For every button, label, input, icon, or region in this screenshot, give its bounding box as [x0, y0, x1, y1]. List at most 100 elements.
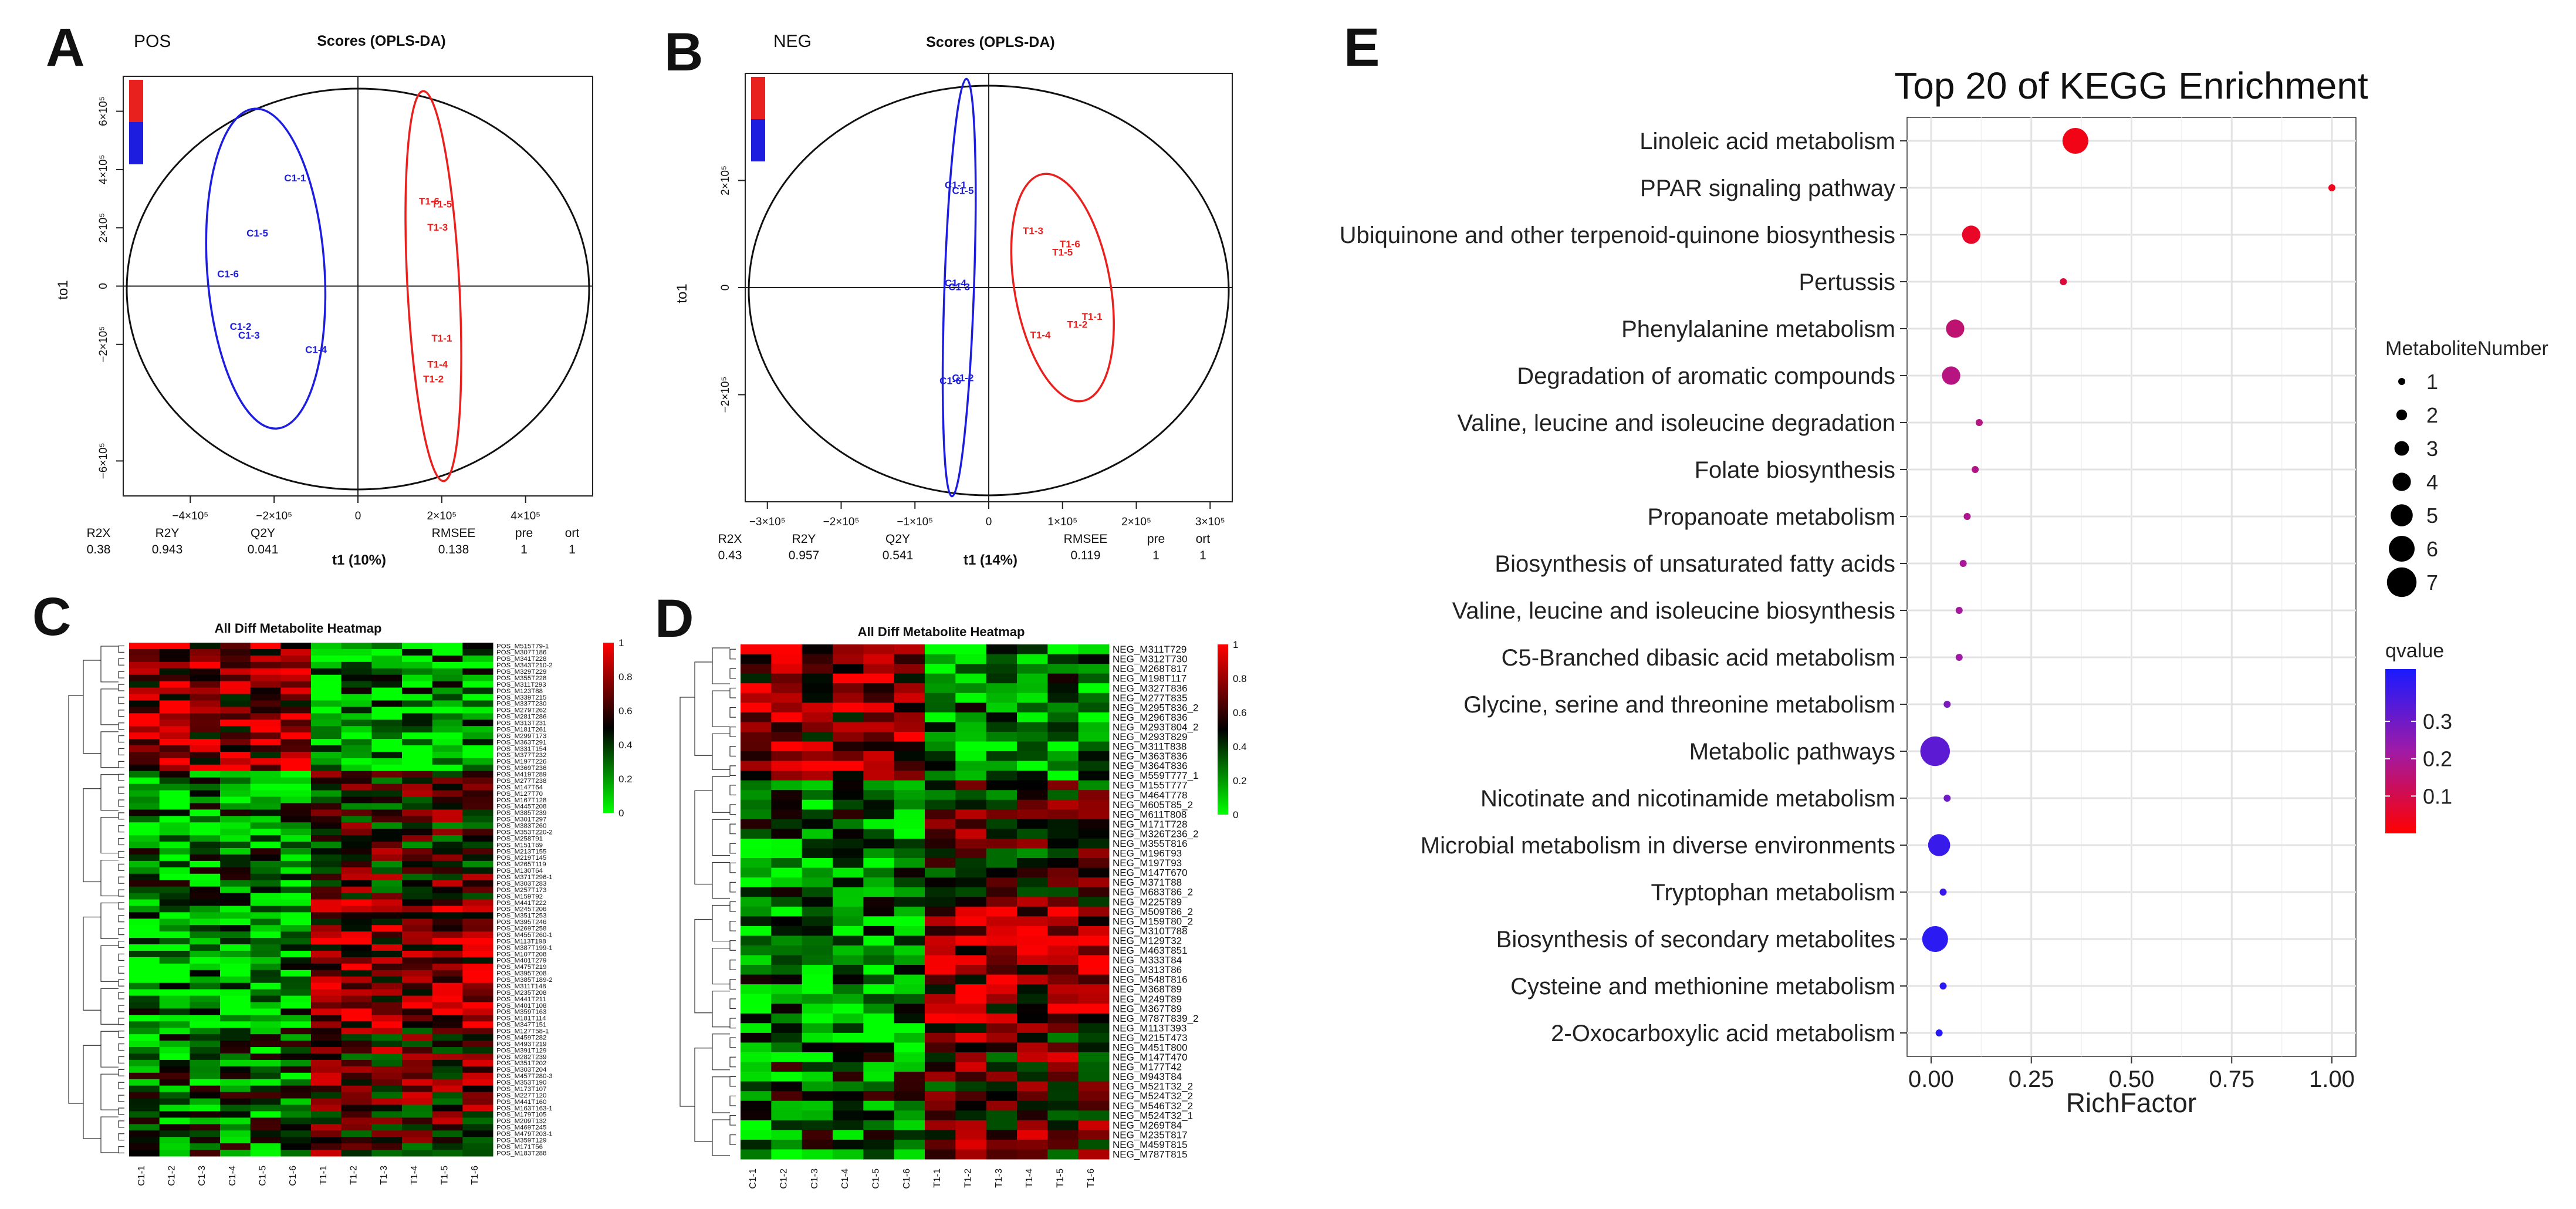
c-cell [220, 1034, 251, 1041]
c-cell [220, 803, 251, 810]
c-dendro-leaf [118, 786, 124, 794]
a-point-t1-5: T1-5 [431, 198, 452, 210]
d-dendro-leaf [729, 940, 736, 951]
d-cell [955, 712, 987, 722]
d-cell [1017, 916, 1048, 927]
c-cell [159, 912, 190, 919]
c-cell [220, 860, 251, 868]
d-cell [955, 809, 987, 820]
d-dendro-branch [712, 1119, 730, 1156]
c-cell [311, 732, 342, 739]
d-cell [863, 838, 895, 849]
d-row-label: NEG_M364T836 [1113, 761, 1188, 772]
d-cell [863, 771, 895, 781]
c-row-label: POS_M441T160 [496, 1099, 546, 1106]
c-row-label: POS_M479T203-1 [496, 1131, 553, 1138]
d-cell [863, 693, 895, 703]
d-cell [894, 965, 925, 975]
d-dendro-leaf [729, 1095, 736, 1106]
c-cell [311, 1072, 342, 1080]
c-dendro-branch [83, 916, 101, 1011]
e-dot-16 [1939, 889, 1947, 896]
c-cell [280, 643, 312, 650]
c-cell [129, 854, 160, 862]
c-cell [220, 1124, 251, 1131]
e-pathway-label-12: Glycine, serine and threonine metabolism [1463, 692, 1895, 718]
d-cell [741, 1032, 772, 1043]
d-cell [986, 838, 1017, 849]
d-cell [1017, 771, 1048, 781]
c-col-label-t1-5: T1-5 [440, 1166, 450, 1185]
c-cell [190, 777, 221, 785]
c-cell [159, 848, 190, 855]
c-cell [129, 803, 160, 810]
c-cell [159, 796, 190, 803]
c-cell [159, 707, 190, 714]
c-cell [402, 661, 433, 669]
c-cell [462, 1098, 493, 1105]
d-cell [1047, 703, 1079, 713]
d-cell [1078, 829, 1110, 839]
c-cell [280, 790, 312, 797]
c-cell [129, 944, 160, 951]
d-cell [894, 897, 925, 907]
b-point-t1-1: T1-1 [1082, 311, 1103, 322]
d-cell [741, 819, 772, 829]
d-cell [955, 673, 987, 684]
d-row-label: NEG_M683T86_2 [1113, 887, 1193, 898]
c-cell [159, 1072, 190, 1080]
c-row-label: POS_M385T189-2 [496, 977, 553, 984]
d-row-label: NEG_M327T836 [1113, 683, 1188, 694]
c-cell [341, 938, 372, 945]
d-cell [771, 974, 803, 985]
c-cell [220, 938, 251, 945]
c-cell [432, 1130, 463, 1137]
c-cell [402, 822, 433, 829]
c-row-label: POS_M147T64 [496, 784, 543, 791]
c-dendro-branch [100, 1116, 119, 1153]
c-cell [129, 957, 160, 964]
e-pathway-label-15: Microbial metabolism in diverse environm… [1421, 833, 1895, 859]
c-cell [341, 848, 372, 855]
d-cell [925, 887, 956, 897]
c-cell [371, 970, 403, 977]
d-cell [955, 722, 987, 732]
c-cell [402, 912, 433, 919]
d-dendro-leaf [729, 843, 736, 854]
c-cell [402, 1150, 433, 1157]
c-cell [371, 1124, 403, 1131]
c-dendro-leaf [118, 825, 124, 833]
d-cell [894, 683, 925, 694]
a-hotelling-ellipse [126, 87, 590, 491]
d-cell [955, 654, 987, 664]
c-cell [220, 822, 251, 829]
d-dendro-leaf [729, 960, 736, 970]
c-dendro-leaf [118, 1146, 124, 1154]
c-cell [462, 1143, 493, 1150]
d-cell [1078, 741, 1110, 752]
c-cell [129, 938, 160, 945]
d-cell [833, 1042, 864, 1053]
d-cell [771, 654, 803, 664]
d-cell [1047, 848, 1079, 859]
d-cell [1047, 1004, 1079, 1014]
d-row-label: NEG_M198T117 [1113, 673, 1186, 684]
b-legend-swatch-c1 [751, 119, 765, 161]
b-stat-value-r2y: 0.957 [789, 549, 820, 562]
c-cell [280, 854, 312, 862]
c-cell [250, 790, 281, 797]
d-cell [1047, 780, 1079, 791]
c-cell [280, 1085, 312, 1093]
c-cell [129, 886, 160, 894]
d-cell [863, 1023, 895, 1034]
c-cell [402, 1098, 433, 1105]
c-cell [280, 822, 312, 829]
c-cell [129, 720, 160, 727]
c-cell [371, 842, 403, 849]
c-cell [402, 751, 433, 759]
d-cell [894, 936, 925, 946]
a-xtick-label-3: 2×10⁵ [427, 510, 457, 522]
c-cell [341, 854, 372, 862]
c-cell [432, 751, 463, 759]
c-cell [250, 1015, 281, 1022]
